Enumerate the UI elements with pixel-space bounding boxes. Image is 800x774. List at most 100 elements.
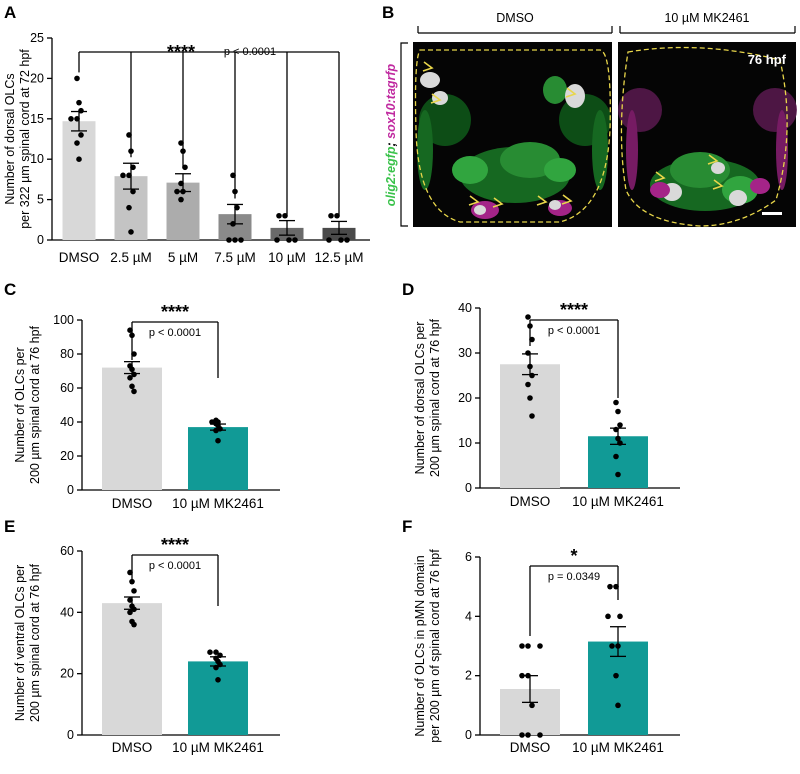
- y-tick-label: 15: [30, 112, 44, 126]
- y-axis-title-line1: Number of ventral OLCs per: [13, 565, 27, 721]
- micrograph-panel: DMSO 10 µM MK2461 olig2:egfp; sox10:tagr…: [384, 11, 797, 227]
- micrograph-mk2461: 76 hpf: [618, 42, 797, 227]
- data-point: [292, 237, 298, 243]
- data-point: [525, 672, 531, 679]
- y-axis-title-line1: Number of OLCs in pMN domain: [413, 555, 427, 736]
- data-point: [609, 643, 615, 649]
- data-point: [76, 156, 82, 162]
- category-label: DMSO: [112, 740, 153, 755]
- timepoint-label: 76 hpf: [748, 52, 787, 67]
- panel-letter-a: A: [4, 3, 16, 22]
- data-point: [286, 237, 292, 243]
- data-point: [174, 188, 180, 195]
- data-point: [529, 413, 535, 419]
- category-label: 10 µM MK2461: [172, 740, 264, 755]
- p-value: p < 0.0001: [149, 560, 201, 572]
- category-label: DMSO: [510, 494, 551, 509]
- data-point: [537, 732, 543, 738]
- data-point: [519, 643, 525, 649]
- data-point: [215, 677, 221, 683]
- data-point: [126, 204, 132, 211]
- y-tick-label: 0: [67, 728, 74, 742]
- category-label: 10 µM MK2461: [172, 496, 264, 511]
- data-point: [238, 237, 244, 243]
- data-point: [615, 702, 621, 709]
- y-tick-label: 6: [465, 550, 472, 564]
- y-axis-title-line2: 200 µm spinal cord at 76 hpf: [428, 318, 442, 477]
- data-point: [131, 388, 137, 395]
- panel-letter-c: C: [4, 280, 16, 299]
- y-tick-label: 0: [465, 481, 472, 495]
- data-point: [127, 609, 133, 616]
- data-point: [617, 613, 623, 620]
- data-point: [213, 664, 219, 671]
- chart-panel-f: 0 2 4 6 Number of OLCs in pMN domain per 200 …: [413, 546, 680, 755]
- y-tick-label: 20: [30, 71, 44, 85]
- side-bracket: [400, 42, 408, 227]
- chart-panel-e: 0 20 40 60 Number of ventral OLCs per 200 µm …: [13, 535, 280, 755]
- data-point: [525, 381, 531, 388]
- p-value: p < 0.0001: [548, 325, 600, 337]
- data-point: [226, 237, 232, 243]
- data-point: [537, 643, 543, 649]
- p-value: p < 0.0001: [149, 327, 201, 339]
- data-point: [74, 140, 80, 146]
- data-point: [128, 229, 134, 235]
- category-label: 12.5 µM: [314, 250, 363, 265]
- bar: [588, 641, 648, 735]
- data-point: [131, 606, 137, 613]
- y-tick-label: 20: [60, 449, 74, 463]
- data-point: [127, 597, 133, 603]
- chart-panel-d: 0 10 20 30 40 Number of dorsal OLCs per 200 µm…: [413, 300, 680, 509]
- data-point: [617, 440, 623, 446]
- significance-stars: ****: [161, 302, 189, 322]
- y-axis-title-line1: Number of OLCs per: [13, 347, 27, 462]
- data-point: [519, 732, 525, 738]
- condition-bracket-mk2461: [619, 26, 796, 34]
- y-axis-title-line2: per 322 µm spinal cord at 72 hpf: [18, 49, 32, 229]
- reporter-label: olig2:egfp; sox10:tagrfp: [384, 63, 398, 206]
- micrograph-dmso: [413, 42, 612, 227]
- data-point: [613, 672, 619, 679]
- y-tick-label: 100: [53, 313, 74, 327]
- data-point: [129, 366, 135, 373]
- data-point: [215, 437, 221, 444]
- data-point: [130, 188, 136, 195]
- y-axis-title-line1: Number of dorsal OLCs: [3, 73, 17, 204]
- data-point: [613, 426, 619, 433]
- data-point: [78, 132, 84, 138]
- data-point: [525, 350, 531, 356]
- category-label: DMSO: [112, 496, 153, 511]
- y-tick-label: 4: [465, 609, 472, 623]
- data-point: [178, 180, 184, 187]
- data-point: [126, 172, 132, 179]
- panel-letter-f: F: [402, 517, 412, 536]
- data-point: [230, 221, 236, 227]
- data-point: [234, 204, 240, 211]
- data-point: [129, 578, 135, 585]
- y-axis-title-line2: 200 µm spinal cord at 76 hpf: [28, 563, 42, 722]
- chart-panel-a: 0 5 10 15 20 25 Number of dorsal OLCs per 322 µ…: [3, 31, 370, 265]
- data-point: [527, 363, 533, 370]
- data-point: [344, 237, 350, 243]
- data-point: [615, 643, 621, 649]
- data-point: [78, 107, 84, 114]
- data-point: [525, 643, 531, 649]
- data-point: [213, 427, 219, 434]
- data-point: [617, 422, 623, 428]
- panel-letter-d: D: [402, 280, 414, 299]
- data-point: [217, 652, 223, 659]
- data-point: [326, 237, 332, 243]
- data-point: [328, 212, 334, 219]
- category-label: 7.5 µM: [214, 250, 256, 265]
- data-point: [130, 164, 136, 171]
- significance-stars: ****: [161, 535, 189, 555]
- data-point: [607, 583, 613, 590]
- data-point: [276, 212, 282, 219]
- y-tick-label: 60: [60, 381, 74, 395]
- y-tick-label: 0: [67, 483, 74, 497]
- data-point: [131, 588, 137, 594]
- data-point: [615, 471, 621, 478]
- data-point: [615, 408, 621, 415]
